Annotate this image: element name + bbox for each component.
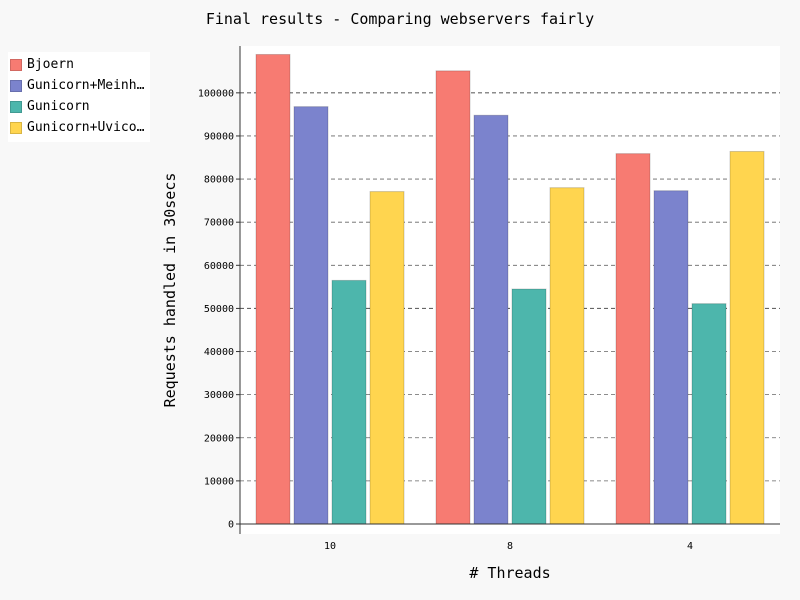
legend-swatch [10,121,22,134]
bar-gunicorn-meinheld-8 [473,114,509,525]
legend-item-bjoern[interactable]: Bjoern [10,54,144,75]
legend-swatch [10,100,22,113]
legend-swatch [10,58,22,71]
y-tick-label: 20000 [204,433,234,444]
y-tick-label: 50000 [204,304,234,315]
y-tick-label: 100000 [198,88,234,99]
legend-label: Bjoern [27,57,74,72]
bar-gunicorn-10 [331,279,367,525]
legend-item-gunicorn-meinheld[interactable]: Gunicorn+Meinh… [10,75,144,96]
legend-item-gunicorn[interactable]: Gunicorn [10,96,144,117]
bar-gunicorn-4 [691,303,727,525]
legend-swatch [10,79,22,92]
plot-background [240,46,780,534]
legend-label: Gunicorn [27,99,90,114]
x-axis-title: # Threads [469,564,551,582]
y-tick-label: 10000 [204,476,234,487]
legend: Bjoern Gunicorn+Meinh… Gunicorn Gunicorn… [8,52,151,142]
x-tick-label: 4 [687,541,693,552]
bar-bjoern-10 [255,53,291,525]
bar-gunicorn-meinheld-10 [293,106,329,525]
legend-label: Gunicorn+Uvico… [27,120,145,135]
y-tick-label: 80000 [204,175,234,186]
y-tick-label: 60000 [204,261,234,272]
y-tick-label: 70000 [204,218,234,229]
y-tick-label: 90000 [204,131,234,142]
bar-bjoern-8 [435,70,471,525]
y-tick-label: 30000 [204,390,234,401]
x-tick-label: 8 [507,541,513,552]
chart-title: Final results - Comparing webservers fai… [205,10,595,28]
legend-label: Gunicorn+Meinh… [27,78,145,93]
bar-gunicorn-uvicorn-10 [369,191,405,525]
y-axis-title: Requests handled in 30secs [161,172,179,408]
bar-gunicorn-uvicorn-8 [549,187,585,525]
bar-bjoern-4 [615,153,651,525]
bar-gunicorn-8 [511,288,547,525]
y-tick-label: 0 [228,520,234,531]
bar-gunicorn-uvicorn-4 [729,150,765,525]
y-tick-label: 40000 [204,347,234,358]
bar-gunicorn-meinheld-4 [653,190,689,525]
legend-item-gunicorn-uvicorn[interactable]: Gunicorn+Uvico… [10,117,144,138]
x-tick-label: 10 [324,541,336,552]
